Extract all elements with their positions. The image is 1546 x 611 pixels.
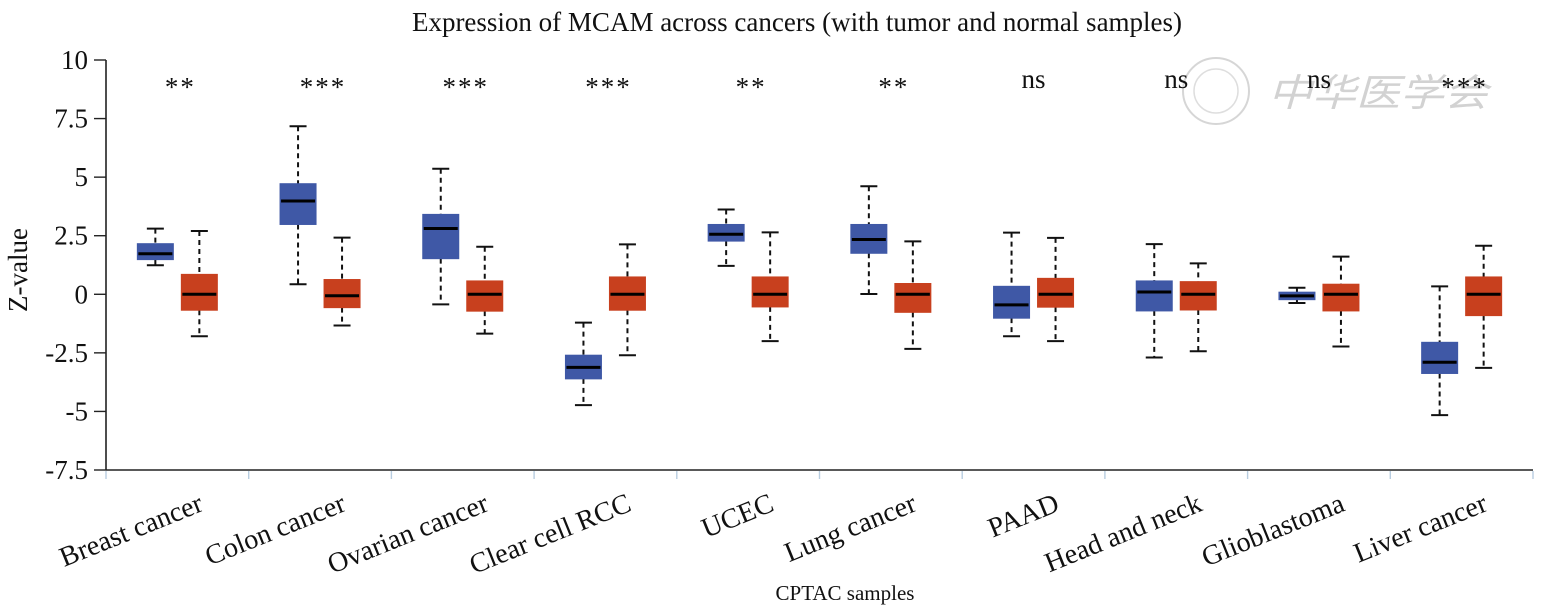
significance-label: ns [1022,64,1046,94]
normal-box [894,240,932,350]
normal-box [466,245,504,335]
box-group [1278,255,1360,348]
boxes-layer [136,125,1503,417]
box-group [1135,243,1217,359]
iqr-box [1322,283,1360,312]
y-tick-label: 0 [75,279,89,309]
iqr-box [466,280,504,312]
normal-box [751,231,789,343]
x-axis-title: CPTAC samples [776,581,915,605]
tumor-box [1278,286,1316,304]
y-tick-label: -7.5 [45,455,88,485]
tumor-box [1421,285,1459,417]
x-category-label: Clear cell RCC [465,488,635,581]
x-category-label: Glioblastoma [1197,488,1349,573]
box-group [279,125,361,327]
tumor-box [564,321,602,407]
watermark-text: 中华医学会 [1268,71,1493,115]
iqr-box [1037,277,1075,308]
normal-box [1037,236,1075,343]
significance-layer: ** *** *** *** ** ** ns ns ns *** [165,64,1488,102]
iqr-box [323,279,361,309]
y-axis-title: Z-value [3,228,33,312]
iqr-box [894,283,932,313]
x-category-label: Ovarian cancer [323,488,493,581]
normal-box [608,243,646,357]
x-category-label: PAAD [984,488,1064,544]
normal-box [1322,255,1360,348]
y-tick-label: 10 [61,45,88,75]
normal-box [323,236,361,327]
tumor-box [993,231,1031,338]
x-category-label: UCEC [697,488,778,545]
significance-label: *** [585,72,632,102]
box-group [136,227,218,338]
watermark: 中华医学会 [1182,57,1493,125]
tumor-box [136,227,174,267]
iqr-box [1421,341,1459,374]
tumor-box [422,167,460,306]
iqr-box [707,223,745,242]
iqr-box [1179,281,1217,311]
iqr-box [279,183,317,225]
watermark-emblem-icon [1182,57,1250,125]
box-group [707,208,789,343]
tumor-box [707,208,745,267]
significance-label: ns [1164,64,1188,94]
y-tick-label: 7.5 [54,104,88,134]
significance-label: ** [736,72,767,102]
normal-box [1465,244,1503,369]
y-tick-label: 2.5 [54,221,88,251]
y-axis: 10 7.5 5 2.5 0 -2.5 -5 -7.5 [45,45,107,485]
y-tick-label: -5 [66,396,89,426]
box-group [850,185,932,350]
y-tick-label: -2.5 [45,338,88,368]
significance-label: *** [300,72,347,102]
x-category-label: Breast cancer [55,488,208,574]
iqr-box [136,243,174,261]
significance-label: ns [1307,64,1331,94]
significance-label: ** [878,72,909,102]
iqr-box [422,213,460,260]
tumor-box [279,125,317,286]
normal-box [180,230,218,338]
y-tick-label: 5 [75,162,89,192]
iqr-box [180,273,218,311]
box-group [993,231,1075,343]
normal-box [1179,262,1217,353]
tumor-box [1135,243,1173,359]
iqr-box [1135,280,1173,312]
iqr-box [993,285,1031,319]
iqr-box [751,276,789,308]
significance-label: *** [443,72,490,102]
x-category-label: Lung cancer [780,488,921,569]
significance-label: *** [1441,72,1488,102]
box-group [422,167,504,335]
x-category-label: Head and neck [1040,488,1206,579]
tumor-box [850,185,888,296]
significance-label: ** [165,72,196,102]
watermark-emblem-inner [1193,68,1239,114]
box-group [1421,244,1503,417]
chart-title: Expression of MCAM across cancers (with … [412,7,1182,37]
box-group [564,243,646,407]
x-category-label: Liver cancer [1350,488,1493,570]
iqr-box [1465,276,1503,317]
